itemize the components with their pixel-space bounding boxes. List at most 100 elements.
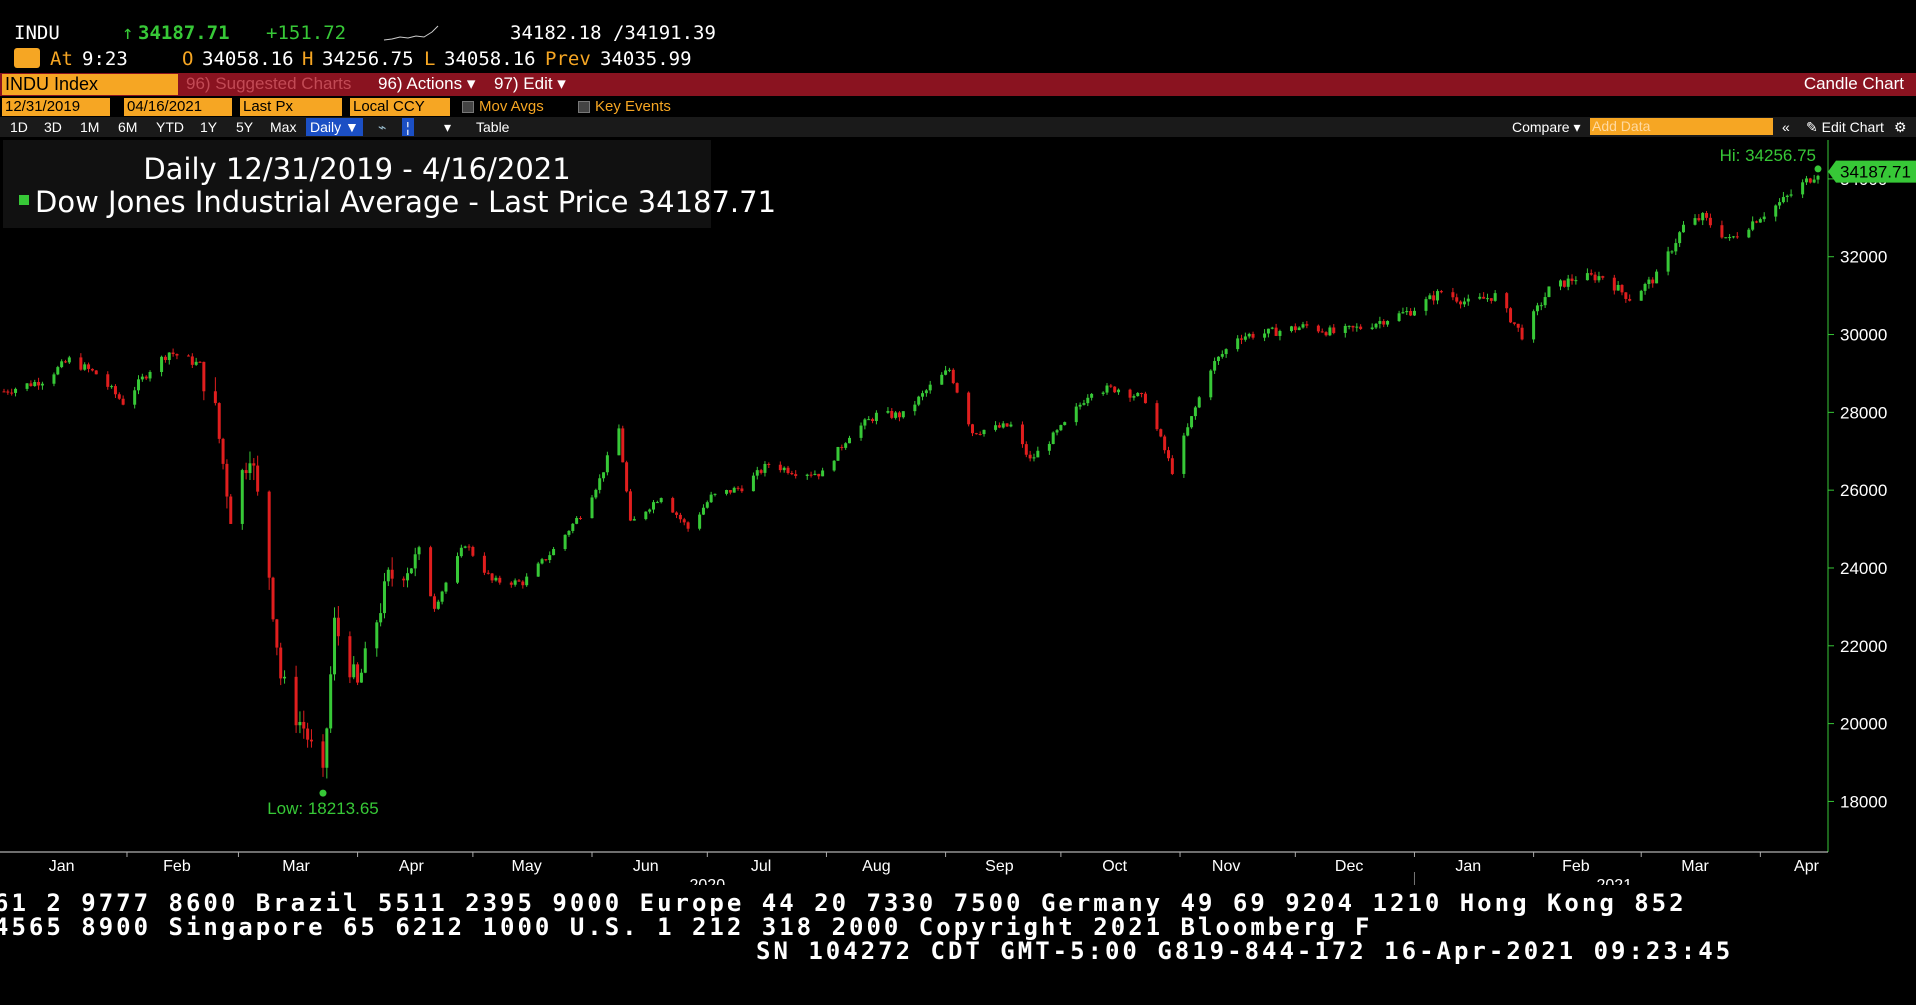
candle-body xyxy=(1117,389,1121,393)
candle-body xyxy=(1397,313,1401,321)
series-color-swatch xyxy=(19,195,29,205)
candle-body xyxy=(1140,392,1144,394)
currency-select[interactable]: Local CCY xyxy=(350,98,450,116)
candle-body xyxy=(1051,432,1055,445)
end-date-field[interactable]: 04/16/2021 xyxy=(124,98,232,116)
candle-body xyxy=(333,617,337,675)
price-field-select[interactable]: Last Px xyxy=(240,98,342,116)
candle-body xyxy=(60,361,64,368)
candle-body xyxy=(970,424,974,434)
actions-menu-button[interactable]: 96) Actions ▾ xyxy=(378,74,476,93)
candle-body xyxy=(1182,435,1186,474)
start-date-field[interactable]: 12/31/2019 xyxy=(2,98,110,116)
footer-line-1: 61 2 9777 8600 Brazil 5511 2395 9000 Eur… xyxy=(0,889,1687,917)
y-tick-label: 20000 xyxy=(1840,715,1887,734)
suggested-charts-button[interactable]: 96) Suggested Charts xyxy=(186,74,352,93)
legend-series-entry: Dow Jones Industrial Average - Last Pric… xyxy=(19,185,776,219)
range-max-button[interactable]: Max xyxy=(270,119,297,135)
footer-line-3: SN 104272 CDT GMT-5:00 G819-844-172 16-A… xyxy=(756,937,1734,965)
candle-chart-icon[interactable]: ¦ xyxy=(402,118,414,136)
candle-body xyxy=(1320,331,1324,333)
range-1d-button[interactable]: 1D xyxy=(10,119,28,135)
candle-body xyxy=(1566,278,1570,287)
candle-body xyxy=(786,467,790,474)
frequency-select[interactable]: Daily ▼ xyxy=(306,118,363,136)
candle-chart[interactable]: 18000 20000 22000 24000 26000 28000 30000 32000… xyxy=(0,0,1916,885)
add-data-input[interactable]: Add Data xyxy=(1590,118,1773,135)
clock-icon[interactable] xyxy=(14,48,40,68)
candle-body xyxy=(1278,331,1282,336)
candle-body xyxy=(678,514,682,520)
y-tick-label: 22000 xyxy=(1840,637,1887,656)
candle-body xyxy=(567,530,571,535)
range-3d-button[interactable]: 3D xyxy=(44,119,62,135)
table-button[interactable]: Table xyxy=(476,119,510,135)
security-field[interactable]: INDU Index xyxy=(2,74,178,95)
candle-body xyxy=(63,361,67,363)
candle-body xyxy=(1674,243,1678,252)
high-annotation-label: Hi: 34256.75 xyxy=(1720,146,1816,165)
last-price: 34187.71 xyxy=(138,22,230,44)
candle-body xyxy=(10,392,14,394)
candle-body xyxy=(832,460,836,471)
collapse-icon[interactable]: « xyxy=(1782,119,1790,135)
candle-body xyxy=(1478,296,1482,299)
line-chart-icon[interactable]: ⌁ xyxy=(378,119,387,135)
candle-body xyxy=(1005,423,1009,427)
x-month-label: Feb xyxy=(1562,858,1590,875)
candle-body xyxy=(894,412,898,418)
candle-body xyxy=(1355,326,1359,328)
range-1m-button[interactable]: 1M xyxy=(80,119,100,135)
candle-body xyxy=(1639,290,1643,301)
candle-body xyxy=(1459,301,1463,305)
candle-body xyxy=(1808,178,1812,183)
edit-menu-button[interactable]: 97) Edit ▾ xyxy=(494,74,566,93)
candle-body xyxy=(1063,422,1067,426)
candle-body xyxy=(763,463,767,473)
footer-contact-info: 61 2 9777 8600 Brazil 5511 2395 9000 Eur… xyxy=(0,885,1916,1005)
range-5y-button[interactable]: 5Y xyxy=(236,119,254,135)
edit-chart-button[interactable]: ✎ Edit Chart xyxy=(1806,119,1884,135)
x-month-label: Mar xyxy=(1681,858,1709,875)
candle-body xyxy=(490,573,494,581)
candle-body xyxy=(1705,213,1709,218)
range-ytd-button[interactable]: YTD xyxy=(156,119,184,135)
candle-body xyxy=(605,455,609,473)
candle-body xyxy=(352,664,356,678)
candle-body xyxy=(1293,326,1297,331)
candle-body xyxy=(625,462,629,492)
candle-body xyxy=(1720,225,1724,238)
candle-body xyxy=(1681,224,1685,233)
candle-body xyxy=(1024,444,1028,455)
candle-body xyxy=(1009,424,1013,427)
candle-body xyxy=(1778,202,1782,206)
key-events-checkbox[interactable] xyxy=(578,101,590,113)
low-marker xyxy=(319,789,327,797)
mov-avgs-checkbox[interactable] xyxy=(462,101,474,113)
high-label: H xyxy=(302,48,314,70)
high-value: 34256.75 xyxy=(322,48,414,70)
chart-options-dropdown-icon[interactable]: ▾ xyxy=(444,119,452,135)
candle-body xyxy=(867,419,871,421)
range-1y-button[interactable]: 1Y xyxy=(200,119,218,135)
candle-body xyxy=(244,470,248,474)
candle-body xyxy=(409,568,413,574)
candle-body xyxy=(198,361,202,363)
candle-body xyxy=(821,470,825,477)
compare-button[interactable]: Compare ▾ xyxy=(1512,119,1581,135)
candle-body xyxy=(252,463,256,466)
candle-body xyxy=(117,394,121,399)
settings-gear-icon[interactable]: ⚙ xyxy=(1894,119,1907,135)
candle-body xyxy=(1512,322,1516,324)
candle-body xyxy=(267,491,271,578)
candle-body xyxy=(1243,336,1247,340)
quote-header: INDU ↑ 34187.71 +151.72 34182.18 /34191.… xyxy=(0,0,1916,73)
candle-body xyxy=(1155,403,1159,430)
legend-last-value: 34187.71 xyxy=(637,185,777,219)
candle-body xyxy=(1059,425,1063,431)
candle-body xyxy=(171,352,175,355)
range-6m-button[interactable]: 6M xyxy=(118,119,138,135)
last-price-tag-label: 34187.71 xyxy=(1840,163,1911,182)
candle-body xyxy=(648,509,652,512)
candle-body xyxy=(33,382,37,387)
